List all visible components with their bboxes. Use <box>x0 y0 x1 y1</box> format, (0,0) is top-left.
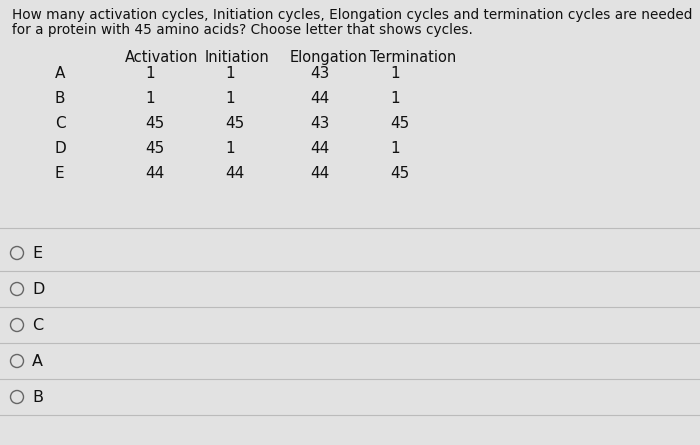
Text: 44: 44 <box>310 141 329 156</box>
Text: 44: 44 <box>145 166 164 181</box>
Text: How many activation cycles, Initiation cycles, Elongation cycles and termination: How many activation cycles, Initiation c… <box>12 8 692 22</box>
Text: 1: 1 <box>225 66 235 81</box>
Text: 44: 44 <box>310 91 329 106</box>
Text: 1: 1 <box>390 91 400 106</box>
Text: 1: 1 <box>225 141 235 156</box>
Text: B: B <box>55 91 66 106</box>
Text: Initiation: Initiation <box>205 50 270 65</box>
Text: 45: 45 <box>390 166 410 181</box>
Text: 1: 1 <box>225 91 235 106</box>
Text: B: B <box>32 389 43 405</box>
Text: E: E <box>55 166 64 181</box>
Text: D: D <box>55 141 66 156</box>
Text: 44: 44 <box>225 166 244 181</box>
Text: Elongation: Elongation <box>290 50 368 65</box>
Text: Termination: Termination <box>370 50 456 65</box>
Text: Activation: Activation <box>125 50 198 65</box>
Text: 45: 45 <box>390 116 410 131</box>
Text: 43: 43 <box>310 116 330 131</box>
Text: A: A <box>55 66 65 81</box>
Text: 45: 45 <box>225 116 244 131</box>
Text: 44: 44 <box>310 166 329 181</box>
Text: 45: 45 <box>145 116 164 131</box>
Text: for a protein with 45 amino acids? Choose letter that shows cycles.: for a protein with 45 amino acids? Choos… <box>12 23 473 37</box>
Text: 1: 1 <box>390 66 400 81</box>
Text: A: A <box>32 353 43 368</box>
Text: D: D <box>32 282 44 296</box>
Text: 1: 1 <box>390 141 400 156</box>
Text: C: C <box>32 317 43 332</box>
Text: 1: 1 <box>145 91 155 106</box>
Text: 1: 1 <box>145 66 155 81</box>
Text: E: E <box>32 246 42 260</box>
Text: 45: 45 <box>145 141 164 156</box>
Text: C: C <box>55 116 66 131</box>
Text: 43: 43 <box>310 66 330 81</box>
